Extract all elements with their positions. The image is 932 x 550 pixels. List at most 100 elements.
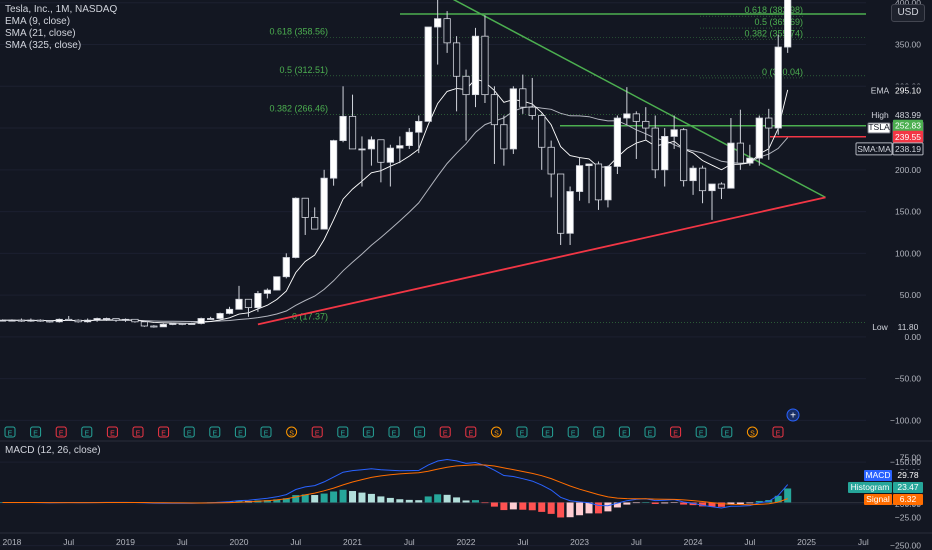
ema-value: 295.10 <box>895 85 921 95</box>
earnings-label: E <box>110 431 115 438</box>
time-tick-label: Jul <box>177 537 188 547</box>
time-tick-label: Jul <box>63 537 74 547</box>
candle <box>27 319 35 322</box>
macd-line <box>2 458 789 509</box>
candle <box>131 318 139 323</box>
earnings-label: E <box>366 431 371 438</box>
candle <box>367 139 376 150</box>
candle <box>207 318 215 320</box>
candle <box>784 0 792 48</box>
candle <box>159 323 167 328</box>
histogram-bar <box>746 502 754 504</box>
sma325-indicator-label[interactable]: SMA (325, close) <box>5 40 82 51</box>
histogram-bar <box>594 502 602 514</box>
histogram-bar <box>301 494 309 503</box>
histogram-bar <box>349 491 357 503</box>
earnings-label: E <box>673 431 678 438</box>
high-value: 483.99 <box>895 110 921 120</box>
red-level: 239.55 <box>895 132 921 142</box>
earnings-label: E <box>161 431 166 438</box>
histogram-bar <box>576 502 584 516</box>
downtrend-line <box>452 0 826 199</box>
macd-label-bg <box>864 470 892 481</box>
candle <box>689 167 697 182</box>
candle <box>93 318 101 321</box>
histogram-bar <box>538 502 546 512</box>
histogram-bar <box>689 502 697 506</box>
histogram-bar <box>320 493 328 503</box>
earnings-marker <box>414 426 426 438</box>
histogram-bar <box>623 502 631 505</box>
time-tick-label: 2020 <box>230 537 249 547</box>
ema-label: EMA <box>871 85 890 95</box>
macd-value: 29.78 <box>897 470 919 480</box>
split-label: S <box>750 431 755 438</box>
macd-value-bg <box>893 470 923 481</box>
fib-long-label: 0.5 (312.51) <box>279 65 328 75</box>
earnings-label: E <box>520 431 525 438</box>
histogram-bar <box>604 502 612 512</box>
earnings-label: E <box>468 431 473 438</box>
candle <box>434 18 442 28</box>
histogram-bar <box>509 502 517 510</box>
moving-averages <box>2 78 789 324</box>
earnings-marker <box>772 426 784 438</box>
currency-button[interactable]: USD <box>891 4 925 22</box>
green-level2-bg <box>893 119 923 132</box>
histogram-bar <box>377 496 385 503</box>
earnings-marker <box>670 426 682 438</box>
time-tick-label: Jul <box>517 537 528 547</box>
earnings-marker <box>695 426 707 438</box>
candle <box>102 318 111 320</box>
sma-value: 238.19 <box>895 144 921 154</box>
histogram-bar <box>774 495 782 503</box>
macd-tick-label: 75.00 <box>900 453 922 463</box>
sma21-indicator-label[interactable]: SMA (21, close) <box>5 28 76 39</box>
candle <box>585 163 593 167</box>
histogram-bar <box>632 502 640 504</box>
candle <box>755 117 763 159</box>
time-tick-label: 2019 <box>116 537 135 547</box>
earnings-label: E <box>443 431 448 438</box>
histogram-bar <box>717 502 725 507</box>
price-tick-label: 150.00 <box>895 207 921 217</box>
histogram-bar <box>415 500 423 503</box>
green-level2: 252.83 <box>895 121 921 131</box>
low-label: Low <box>872 322 888 332</box>
macd-tick-label: −25.00 <box>895 513 922 523</box>
candle <box>178 323 186 325</box>
candle <box>765 117 773 129</box>
time-tick-label: Jul <box>744 537 755 547</box>
earnings-marker <box>158 426 170 438</box>
candle <box>746 157 754 164</box>
candle <box>415 120 423 133</box>
earnings-label: E <box>136 431 141 438</box>
split-marker <box>746 426 758 438</box>
earnings-label: E <box>212 431 217 438</box>
candle <box>623 113 631 119</box>
macd-legend[interactable]: MACD (12, 26, close) <box>5 445 101 456</box>
ema-indicator-label[interactable]: EMA (9, close) <box>5 16 71 27</box>
histogram-bar <box>386 497 394 503</box>
candle <box>216 313 224 319</box>
candle <box>169 323 177 325</box>
histogram-bar <box>292 495 300 503</box>
earnings-label: E <box>59 431 64 438</box>
earnings-marker <box>106 426 118 438</box>
candle <box>235 298 243 310</box>
fib-retracements: 1.618 (748.85)1 (507.65)0.618 (358.56)0.… <box>269 5 866 323</box>
candle <box>557 173 565 234</box>
candle <box>500 124 508 150</box>
time-tick-label: 2025 <box>797 537 816 547</box>
time-axis: 2018 Jul 2019 Jul 2020 Jul 2021 Jul 2022 Jul 2023 J… <box>0 532 932 547</box>
earnings-label: E <box>340 431 345 438</box>
candle <box>84 319 92 323</box>
candle <box>292 197 300 258</box>
earnings-marker <box>81 426 93 438</box>
symbol-title[interactable]: Tesla, Inc., 1M, NASDAQ <box>5 4 118 15</box>
histogram-bar <box>528 502 536 511</box>
tsla-label-bg <box>867 122 891 134</box>
price-tick-label: 100.00 <box>895 248 921 258</box>
earnings-marker <box>721 426 733 438</box>
